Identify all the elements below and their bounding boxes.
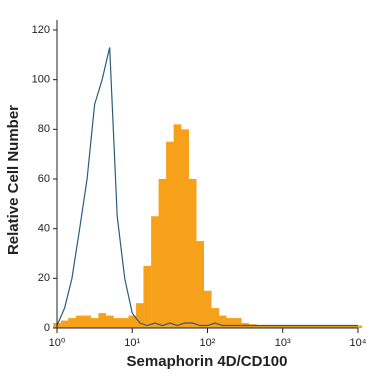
histogram-bar bbox=[143, 265, 152, 328]
histogram-bar bbox=[120, 318, 129, 328]
x-tick-label: 10⁰ bbox=[49, 337, 66, 349]
histogram-bar bbox=[181, 129, 189, 328]
x-axis-label: Semaphorin 4D/CD100 bbox=[127, 353, 288, 370]
x-tick-label: 10⁴ bbox=[350, 337, 367, 349]
y-tick-label: 60 bbox=[38, 173, 50, 185]
histogram-bar bbox=[188, 179, 197, 328]
histogram-bar bbox=[354, 325, 363, 328]
histogram-bar bbox=[211, 308, 220, 328]
x-tick-label: 10¹ bbox=[124, 337, 140, 349]
histogram-bar bbox=[128, 315, 137, 328]
histogram-bar bbox=[286, 325, 295, 328]
histogram-outline bbox=[56, 47, 358, 327]
x-tick-label: 10³ bbox=[275, 337, 291, 349]
histogram-bar bbox=[248, 324, 257, 328]
histogram-bar bbox=[158, 179, 167, 328]
y-tick-label: 100 bbox=[32, 74, 50, 86]
histogram-bar bbox=[203, 290, 212, 328]
histogram-bar bbox=[98, 313, 107, 328]
y-tick-label: 40 bbox=[38, 223, 50, 235]
histogram-bar bbox=[301, 325, 310, 328]
histogram-bar bbox=[324, 325, 332, 328]
y-tick-label: 120 bbox=[32, 24, 50, 36]
histogram-bar bbox=[113, 318, 122, 328]
histogram-bar bbox=[166, 141, 174, 328]
histogram-bar bbox=[151, 216, 159, 328]
histogram-bar bbox=[218, 315, 227, 328]
histogram-bar bbox=[233, 318, 242, 328]
histogram-bar bbox=[173, 124, 182, 328]
histogram-bar bbox=[60, 320, 69, 328]
histogram-bar bbox=[68, 318, 77, 328]
histogram-bar bbox=[278, 325, 287, 328]
y-tick-label: 0 bbox=[44, 322, 50, 334]
histogram-bar bbox=[309, 325, 317, 328]
histogram-bar bbox=[346, 325, 355, 328]
histogram-bar bbox=[293, 325, 302, 328]
y-axis-label: Relative Cell Number bbox=[5, 105, 22, 255]
histogram-bar bbox=[136, 303, 144, 328]
histogram-bar bbox=[271, 325, 280, 328]
histogram-bar bbox=[90, 318, 99, 328]
y-tick-label: 80 bbox=[38, 123, 50, 135]
histogram-bar bbox=[105, 315, 114, 328]
histogram-bar bbox=[263, 325, 272, 328]
histogram-bar bbox=[331, 325, 340, 328]
x-tick-label: 10² bbox=[200, 337, 216, 349]
histogram-bar bbox=[75, 315, 84, 328]
histogram-bar bbox=[83, 315, 92, 328]
histogram-bar bbox=[256, 325, 265, 328]
histogram-bar bbox=[316, 325, 325, 328]
y-tick-label: 20 bbox=[38, 272, 50, 284]
histogram-bar bbox=[226, 318, 235, 328]
histogram-bar bbox=[339, 325, 348, 328]
histogram-bar bbox=[196, 241, 205, 328]
